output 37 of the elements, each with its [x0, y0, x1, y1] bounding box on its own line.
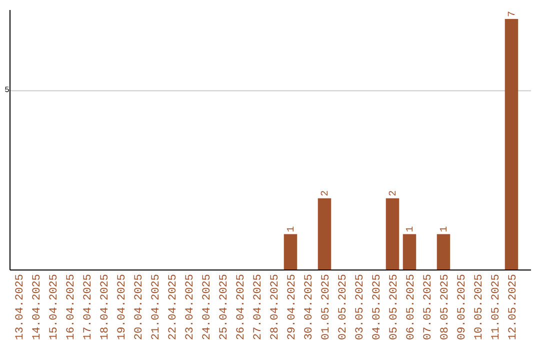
x-tick-label: 25.04.2025: [218, 274, 230, 340]
x-tick-label: 11.05.2025: [490, 274, 502, 340]
x-tick-label: 09.05.2025: [456, 274, 468, 340]
x-tick-label: 22.04.2025: [168, 274, 180, 340]
x-tick-label: 28.04.2025: [270, 274, 282, 340]
x-tick-label: 07.05.2025: [422, 274, 434, 340]
data-label: 1: [406, 226, 416, 232]
x-tick-label: 01.05.2025: [320, 274, 332, 340]
x-tick-label: 17.04.2025: [82, 274, 94, 340]
data-label: 1: [440, 226, 450, 232]
x-tick-label: 26.04.2025: [236, 274, 248, 340]
x-tick-label: 03.05.2025: [354, 274, 366, 340]
x-tick-label: 21.04.2025: [150, 274, 162, 340]
x-tick-label: 19.04.2025: [116, 274, 128, 340]
data-label: 1: [286, 226, 298, 232]
x-tick-label: 18.04.2025: [100, 274, 112, 340]
x-tick-label: 23.04.2025: [184, 274, 196, 340]
x-tick-label: 24.04.2025: [202, 274, 214, 340]
x-tick-label: 12.05.2025: [508, 274, 520, 340]
x-tick-label: 30.04.2025: [304, 274, 316, 340]
data-label: 2: [388, 190, 400, 196]
x-tick-label: 08.05.2025: [440, 274, 452, 340]
x-tick-label: 16.04.2025: [66, 274, 78, 340]
data-label: 7: [508, 10, 518, 17]
x-tick-label: 13.04.2025: [14, 274, 26, 340]
data-label: 2: [320, 190, 332, 196]
y-tick-label: 5: [4, 86, 10, 96]
x-tick-label: 14.04.2025: [32, 274, 44, 340]
x-tick-label: 05.05.2025: [388, 274, 400, 340]
x-tick-label: 10.05.2025: [474, 274, 486, 340]
x-tick-label: 20.04.2025: [134, 274, 146, 340]
x-tick-label: 04.05.2025: [372, 274, 384, 340]
x-tick-label: 02.05.2025: [338, 274, 350, 340]
x-tick-label: 06.05.2025: [406, 274, 418, 340]
x-tick-label: 15.04.2025: [48, 274, 60, 340]
x-tick-label: 29.04.2025: [286, 274, 298, 340]
x-tick-label: 27.04.2025: [252, 274, 264, 340]
